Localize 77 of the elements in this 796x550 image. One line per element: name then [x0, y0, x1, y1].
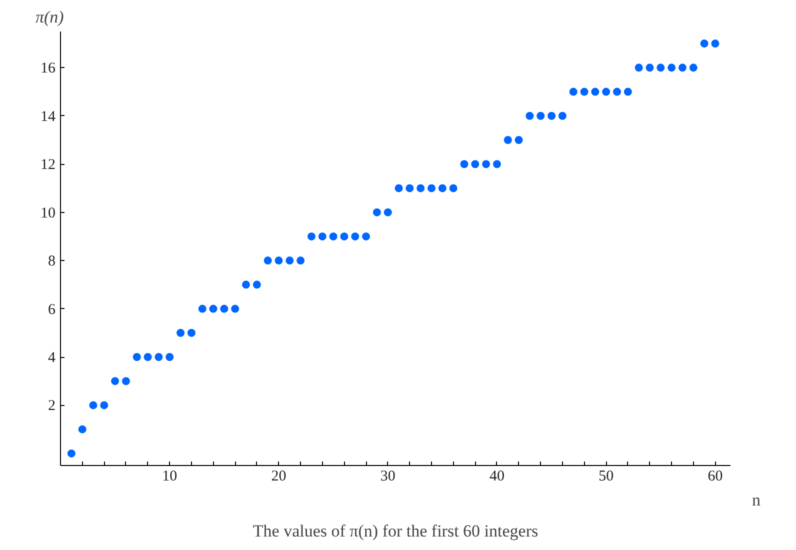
point: [668, 64, 676, 72]
point: [264, 256, 272, 265]
point: [569, 88, 578, 96]
point: [340, 232, 348, 240]
point: [220, 304, 228, 313]
point: [492, 160, 501, 168]
text: The values of π(n) for the first 60 integers: [252, 522, 538, 540]
point: [438, 184, 446, 192]
point: [89, 401, 98, 410]
x-tick-label: 40: [489, 468, 504, 484]
y-tick-label: 14: [40, 108, 56, 125]
point: [187, 328, 196, 337]
point: [646, 64, 654, 72]
point: [482, 160, 490, 168]
x-tick-label: 30: [380, 468, 396, 484]
x-tick-label: 50: [598, 468, 614, 484]
point: [711, 40, 720, 48]
point: [111, 377, 120, 386]
point: [634, 64, 643, 72]
y-tick-label: 12: [40, 157, 56, 174]
point: [231, 304, 240, 313]
point: [242, 280, 250, 289]
point: [362, 232, 370, 240]
point: [700, 40, 708, 48]
point: [78, 425, 86, 434]
point: [198, 304, 206, 313]
point: [526, 112, 534, 120]
point: [471, 160, 480, 168]
point: [689, 64, 698, 72]
point: [252, 280, 261, 289]
x-axis-title: n: [752, 490, 761, 510]
point: [132, 353, 141, 361]
point: [286, 256, 294, 265]
point: [613, 88, 622, 96]
point: [580, 88, 588, 96]
point: [416, 184, 425, 192]
point: [504, 136, 512, 144]
x-tick-label: 20: [271, 468, 286, 484]
point: [591, 88, 600, 96]
point: [558, 112, 566, 120]
point: [394, 184, 403, 192]
point: [406, 184, 414, 192]
point: [372, 208, 381, 216]
y-tick-label: 4: [48, 350, 56, 366]
point: [602, 88, 610, 96]
point: [122, 377, 130, 386]
point: [449, 184, 458, 192]
point: [536, 112, 545, 120]
x-tick-label: 60: [708, 468, 723, 484]
point: [296, 256, 305, 265]
point: [514, 136, 523, 144]
y-tick-label: 16: [40, 60, 56, 77]
point: [209, 304, 218, 313]
y-tick-label: 10: [40, 205, 56, 222]
point: [166, 353, 174, 361]
point: [428, 184, 436, 192]
y-axis-title: π(n): [36, 8, 64, 26]
point: [548, 112, 556, 120]
y-tick-label: 8: [48, 254, 56, 270]
point: [176, 328, 185, 337]
y-tick-label: 2: [48, 398, 56, 414]
point: [384, 208, 392, 216]
point: [460, 160, 468, 168]
point: [351, 232, 360, 240]
point: [678, 64, 686, 72]
point: [144, 353, 152, 361]
point: [67, 449, 76, 458]
point: [154, 353, 163, 361]
point: [656, 64, 665, 72]
point: [274, 256, 283, 265]
point: [624, 88, 632, 96]
y-tick-label: 6: [48, 302, 56, 318]
point: [100, 401, 108, 410]
point: [307, 232, 316, 240]
point: [329, 232, 338, 240]
x-tick-label: 10: [162, 468, 178, 484]
point: [318, 232, 326, 240]
